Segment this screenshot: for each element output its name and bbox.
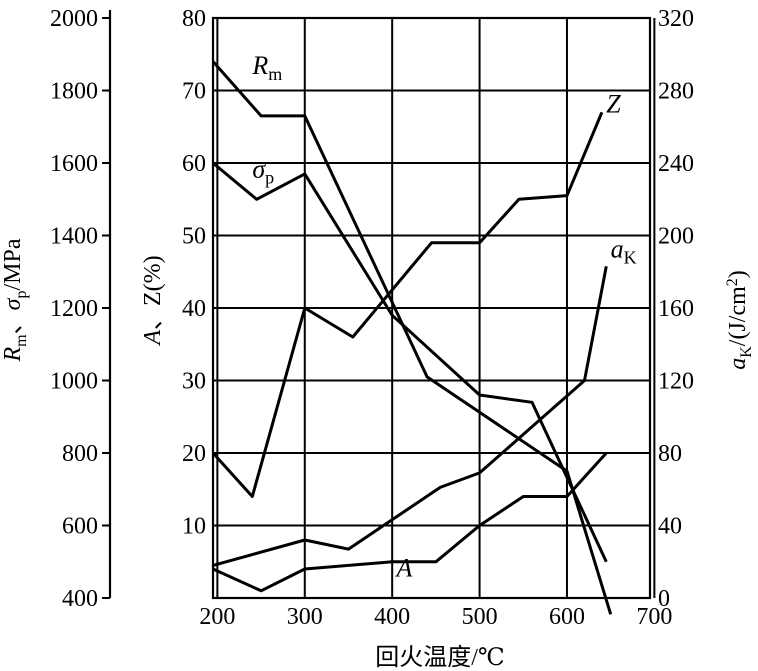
right-tick-label: 40 bbox=[658, 514, 682, 540]
x-tick-label: 400 bbox=[374, 604, 410, 630]
left-inner-axis-title: A、Z(%) bbox=[140, 255, 166, 346]
left-outer-tick-label: 600 bbox=[62, 514, 98, 540]
series-label-Rm: Rm bbox=[251, 51, 282, 84]
left-outer-tick-label: 1800 bbox=[50, 79, 98, 105]
grid bbox=[211, 16, 656, 600]
right-tick-label: 0 bbox=[658, 586, 670, 612]
right-tick-label: 200 bbox=[658, 224, 694, 250]
left-outer-tick-label: 1200 bbox=[50, 296, 98, 322]
left-outer-tick-label: 1000 bbox=[50, 369, 98, 395]
series-line-aK bbox=[212, 266, 608, 567]
x-tick-label: 600 bbox=[549, 604, 585, 630]
right-tick-label: 320 bbox=[658, 6, 694, 32]
axes bbox=[102, 10, 112, 599]
left-outer-tick-label: 1400 bbox=[50, 224, 98, 250]
x-axis-title: 回火温度/℃ bbox=[375, 644, 505, 671]
right-tick-label: 280 bbox=[658, 79, 694, 105]
left-outer-tick-label: 400 bbox=[62, 586, 98, 612]
series-line-Rm bbox=[211, 60, 613, 615]
left-outer-axis-title: Rm、σp/MPa bbox=[0, 238, 30, 362]
x-tick-label: 500 bbox=[462, 604, 498, 630]
series-label-σp: σp bbox=[252, 155, 274, 188]
right-tick-label: 160 bbox=[658, 296, 694, 322]
left-outer-tick-label: 1600 bbox=[50, 151, 98, 177]
x-tick-label: 200 bbox=[199, 604, 235, 630]
left-inner-tick-label: 60 bbox=[182, 151, 206, 177]
left-inner-tick-label: 80 bbox=[182, 6, 206, 32]
left-inner-tick-label: 50 bbox=[182, 224, 206, 250]
series-line-A bbox=[212, 451, 608, 593]
series-line-Z bbox=[211, 111, 604, 498]
series-label-Z: Z bbox=[606, 89, 621, 118]
series-line-σp bbox=[212, 161, 608, 563]
tick-labels: 4006008001000120014001600180020001020304… bbox=[50, 6, 694, 630]
right-tick-label: 240 bbox=[658, 151, 694, 177]
x-tick-label: 700 bbox=[636, 604, 672, 630]
left-outer-tick-label: 800 bbox=[62, 441, 98, 467]
series-label-aK: aK bbox=[611, 234, 637, 267]
left-inner-tick-label: 10 bbox=[182, 514, 206, 540]
left-inner-tick-label: 20 bbox=[182, 441, 206, 467]
left-outer-tick-label: 2000 bbox=[50, 6, 98, 32]
x-tick-label: 300 bbox=[287, 604, 323, 630]
series-lines bbox=[211, 60, 613, 615]
left-inner-tick-label: 30 bbox=[182, 369, 206, 395]
right-tick-label: 80 bbox=[658, 441, 682, 467]
right-tick-label: 120 bbox=[658, 369, 694, 395]
series-labels: Rm σp Z AaK bbox=[251, 51, 636, 582]
left-inner-tick-label: 70 bbox=[182, 79, 206, 105]
series-label-A: A bbox=[395, 553, 413, 582]
left-inner-tick-label: 40 bbox=[182, 296, 206, 322]
right-axis-title: aK/(J/cm2) bbox=[724, 270, 755, 370]
